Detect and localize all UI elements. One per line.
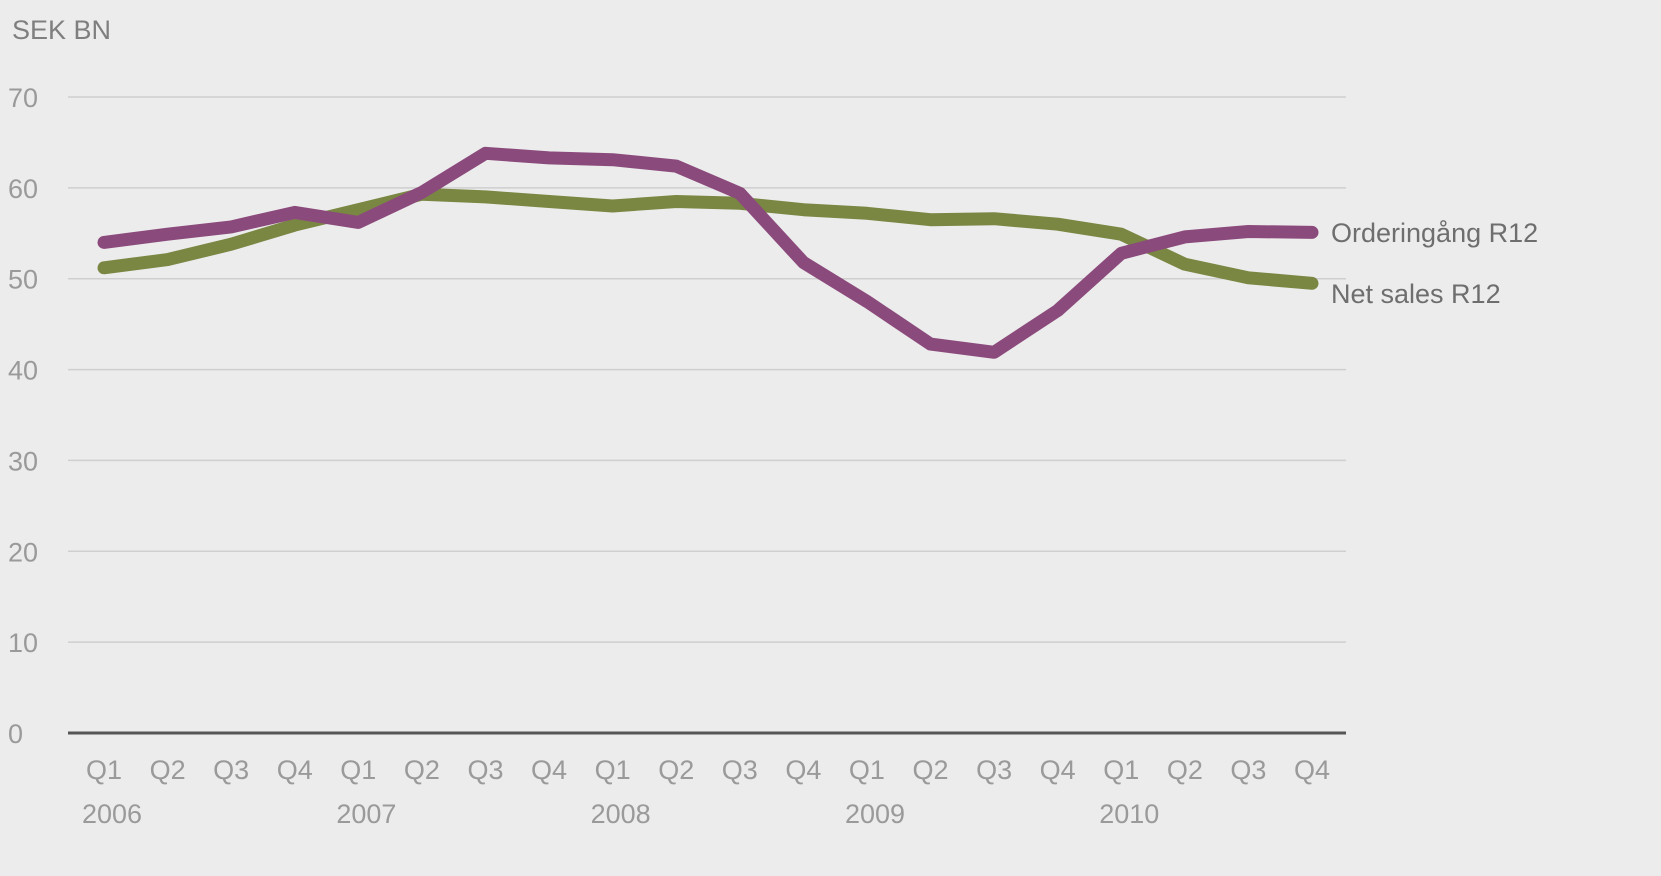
year-label: 2006 bbox=[82, 799, 142, 829]
x-tick-label: Q4 bbox=[1294, 755, 1330, 785]
y-tick-label: 50 bbox=[8, 265, 38, 295]
x-tick-label: Q1 bbox=[1103, 755, 1139, 785]
x-tick-label: Q3 bbox=[213, 755, 249, 785]
y-tick-label: 60 bbox=[8, 174, 38, 204]
year-label: 2007 bbox=[336, 799, 396, 829]
y-tick-label: 0 bbox=[8, 719, 23, 749]
x-tick-label: Q1 bbox=[595, 755, 631, 785]
series-line-0 bbox=[97, 146, 1319, 359]
x-tick-label: Q2 bbox=[658, 755, 694, 785]
series-line-1 bbox=[97, 187, 1319, 290]
x-tick-label: Q3 bbox=[467, 755, 503, 785]
x-tick-label: Q3 bbox=[976, 755, 1012, 785]
x-tick-label: Q3 bbox=[1230, 755, 1266, 785]
year-label: 2010 bbox=[1099, 799, 1159, 829]
legend: Orderingång R12 Net sales R12 bbox=[1331, 218, 1538, 309]
x-tick-label: Q3 bbox=[722, 755, 758, 785]
x-tick-label: Q4 bbox=[531, 755, 567, 785]
x-tick-label: Q4 bbox=[785, 755, 821, 785]
year-label: 2008 bbox=[591, 799, 651, 829]
x-tick-label: Q1 bbox=[86, 755, 122, 785]
y-tick-label: 30 bbox=[8, 446, 38, 476]
x-tick-label: Q4 bbox=[277, 755, 313, 785]
year-label: 2009 bbox=[845, 799, 905, 829]
x-tick-labels: Q1 Q2 Q3 Q4 Q1 Q2 Q3 Q4 Q1 Q2 Q3 Q4 Q1 Q2 Q3 Q4 Q1 Q2 Q3 Q4 bbox=[86, 755, 1330, 785]
year-labels: 2006 2007 2008 2009 2010 bbox=[82, 799, 1159, 829]
x-tick-label: Q4 bbox=[1040, 755, 1076, 785]
y-axis-unit-label: SEK BN bbox=[12, 15, 111, 45]
x-tick-label: Q2 bbox=[150, 755, 186, 785]
x-tick-label: Q2 bbox=[1167, 755, 1203, 785]
x-tick-label: Q1 bbox=[340, 755, 376, 785]
legend-label-0: Orderingång R12 bbox=[1331, 218, 1538, 248]
legend-label-1: Net sales R12 bbox=[1331, 279, 1501, 309]
x-tick-label: Q2 bbox=[404, 755, 440, 785]
x-tick-label: Q1 bbox=[849, 755, 885, 785]
y-tick-label: 20 bbox=[8, 537, 38, 567]
y-tick-label: 40 bbox=[8, 356, 38, 386]
y-tick-label: 70 bbox=[8, 83, 38, 113]
y-tick-label: 10 bbox=[8, 628, 38, 658]
series-lines bbox=[97, 146, 1319, 359]
y-tick-labels: 0 10 20 30 40 50 60 70 bbox=[8, 83, 38, 749]
x-tick-label: Q2 bbox=[913, 755, 949, 785]
gridlines bbox=[68, 96, 1346, 735]
